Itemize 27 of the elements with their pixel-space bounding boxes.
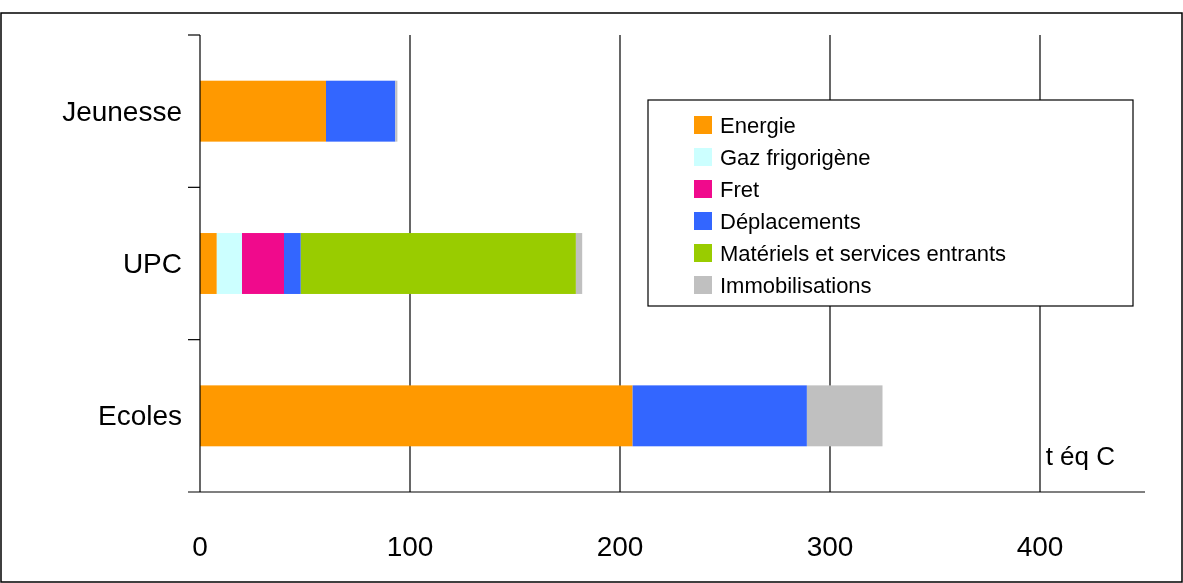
legend-label: Energie <box>720 112 796 138</box>
bar <box>284 233 301 294</box>
bar <box>200 385 633 447</box>
bar <box>200 233 217 294</box>
bar <box>242 233 284 294</box>
bar <box>575 233 583 294</box>
y-tick-label: Jeunesse <box>62 95 182 127</box>
legend-label: Fret <box>720 176 760 202</box>
y-tick-label: Ecoles <box>97 400 182 432</box>
bar <box>200 80 326 142</box>
legend-label: Matériels et services entrants <box>720 240 1007 266</box>
x-tick-label: 400 <box>1016 531 1064 562</box>
x-axis-title: t éq C <box>1045 441 1115 471</box>
bar <box>632 385 807 447</box>
bar <box>216 233 242 294</box>
x-tick-label: 300 <box>806 531 854 562</box>
legend-label: Déplacements <box>720 208 861 234</box>
x-tick-label: 100 <box>386 531 434 562</box>
bar <box>326 80 396 142</box>
x-tick-label: 0 <box>192 531 208 562</box>
bar <box>806 385 883 447</box>
bar <box>300 233 576 294</box>
bar <box>395 80 398 142</box>
legend-label: Gaz frigorigène <box>720 144 871 170</box>
y-tick-label: UPC <box>122 248 182 279</box>
x-tick-label: 200 <box>596 531 644 562</box>
legend-label: Immobilisations <box>720 272 872 298</box>
